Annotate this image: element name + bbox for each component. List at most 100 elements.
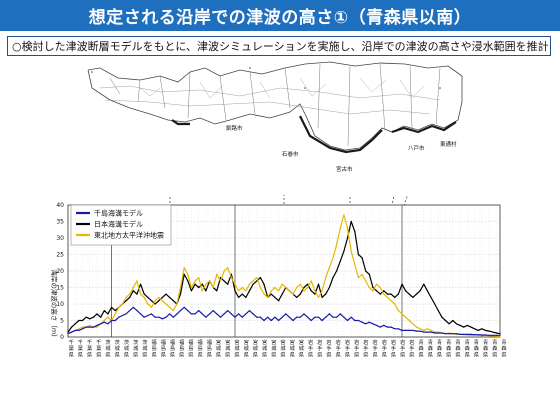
- series-point: [310, 319, 312, 322]
- series-point: [147, 296, 149, 298]
- series-point: [198, 310, 200, 312]
- series-point: [92, 326, 94, 328]
- y-tick-label: 0: [60, 334, 64, 341]
- x-tick-label: 岩手県: [373, 338, 378, 358]
- series-point: [121, 314, 124, 317]
- series-point: [321, 296, 323, 298]
- series-point: [336, 244, 338, 246]
- x-tick-label: 青森県: [446, 338, 452, 358]
- series-point: [296, 296, 298, 298]
- leader-line: [391, 98, 415, 206]
- series-point: [492, 331, 494, 333]
- series-point: [394, 296, 396, 298]
- series-point: [216, 273, 218, 275]
- series-point: [455, 323, 457, 325]
- series-point: [317, 316, 320, 318]
- series-line: [67, 306, 500, 336]
- series-point: [179, 310, 182, 312]
- series-point: [227, 283, 229, 285]
- series-point: [245, 290, 247, 292]
- x-tick-label: 岩手県: [317, 338, 322, 358]
- series-point: [296, 316, 298, 318]
- series-point: [165, 303, 167, 305]
- series-point: [310, 290, 312, 292]
- series-point: [132, 306, 134, 308]
- series-point: [474, 328, 476, 330]
- x-tick-label: 宮城県: [216, 338, 222, 358]
- series-point: [107, 313, 109, 315]
- series-point: [81, 328, 84, 330]
- series-point: [332, 316, 334, 318]
- series-point: [278, 290, 280, 292]
- series-point: [248, 283, 251, 285]
- series-point: [303, 313, 305, 315]
- series-point: [89, 326, 91, 328]
- series-point: [350, 316, 352, 318]
- series-point: [103, 321, 105, 323]
- series-point: [187, 310, 189, 312]
- x-tick-label: 福島県: [207, 338, 212, 358]
- series-point: [307, 316, 309, 318]
- series-point: [448, 323, 450, 325]
- series-point: [129, 296, 131, 298]
- x-tick-label: 千葉県: [69, 338, 75, 358]
- series-point: [303, 290, 305, 292]
- series-point: [434, 303, 436, 305]
- series-point: [256, 316, 258, 318]
- series-point: [223, 313, 225, 315]
- series-point: [172, 300, 174, 302]
- series-point: [216, 313, 218, 315]
- series-point: [103, 319, 105, 322]
- series-point: [383, 293, 385, 295]
- x-tick-label: 福島県: [179, 338, 184, 358]
- series-point: [376, 290, 378, 292]
- series-point: [401, 329, 403, 331]
- series-point: [140, 293, 142, 295]
- series-point: [187, 273, 189, 275]
- series-point: [441, 332, 443, 334]
- series-point: [317, 296, 320, 298]
- series-layer: [67, 214, 501, 337]
- series-point: [444, 333, 447, 335]
- series-point: [419, 290, 421, 292]
- series-point: [201, 313, 203, 315]
- page-title: 想定される沿岸での津波の高さ①（青森県以南）: [88, 8, 472, 28]
- series-point: [368, 286, 370, 289]
- series-point: [343, 214, 345, 216]
- series-point: [361, 273, 363, 275]
- series-point: [252, 313, 254, 315]
- series-point: [459, 333, 461, 335]
- series-point: [437, 332, 439, 334]
- series-point: [488, 330, 490, 332]
- series-point: [223, 280, 225, 282]
- series-point: [336, 316, 338, 318]
- series-point: [111, 319, 113, 322]
- series-point: [426, 328, 428, 330]
- series-point: [423, 283, 425, 285]
- map-label-higashidori: 東通村: [440, 140, 457, 148]
- series-point: [241, 293, 243, 295]
- series-point: [361, 257, 363, 259]
- series-point: [278, 300, 280, 302]
- series-point: [230, 313, 232, 315]
- series-point: [354, 263, 356, 265]
- series-point: [441, 316, 443, 318]
- series-point: [150, 306, 153, 308]
- series-point: [386, 293, 389, 295]
- series-point: [426, 290, 428, 292]
- series-point: [332, 257, 334, 259]
- x-tick-label: 茨城県: [142, 338, 148, 358]
- series-point: [140, 283, 142, 285]
- series-point: [325, 293, 327, 295]
- series-point: [190, 286, 192, 289]
- series-point: [183, 306, 185, 308]
- series-point: [132, 286, 134, 289]
- series-point: [412, 296, 414, 298]
- series-point: [154, 303, 156, 305]
- series-point: [285, 313, 287, 315]
- series-point: [332, 277, 334, 279]
- series-point: [288, 290, 290, 292]
- chart-axes: 0 5 10 15 20 25 30 35 40: [56, 202, 501, 341]
- x-tick-label: 福島県: [188, 338, 193, 358]
- series-point: [346, 237, 349, 239]
